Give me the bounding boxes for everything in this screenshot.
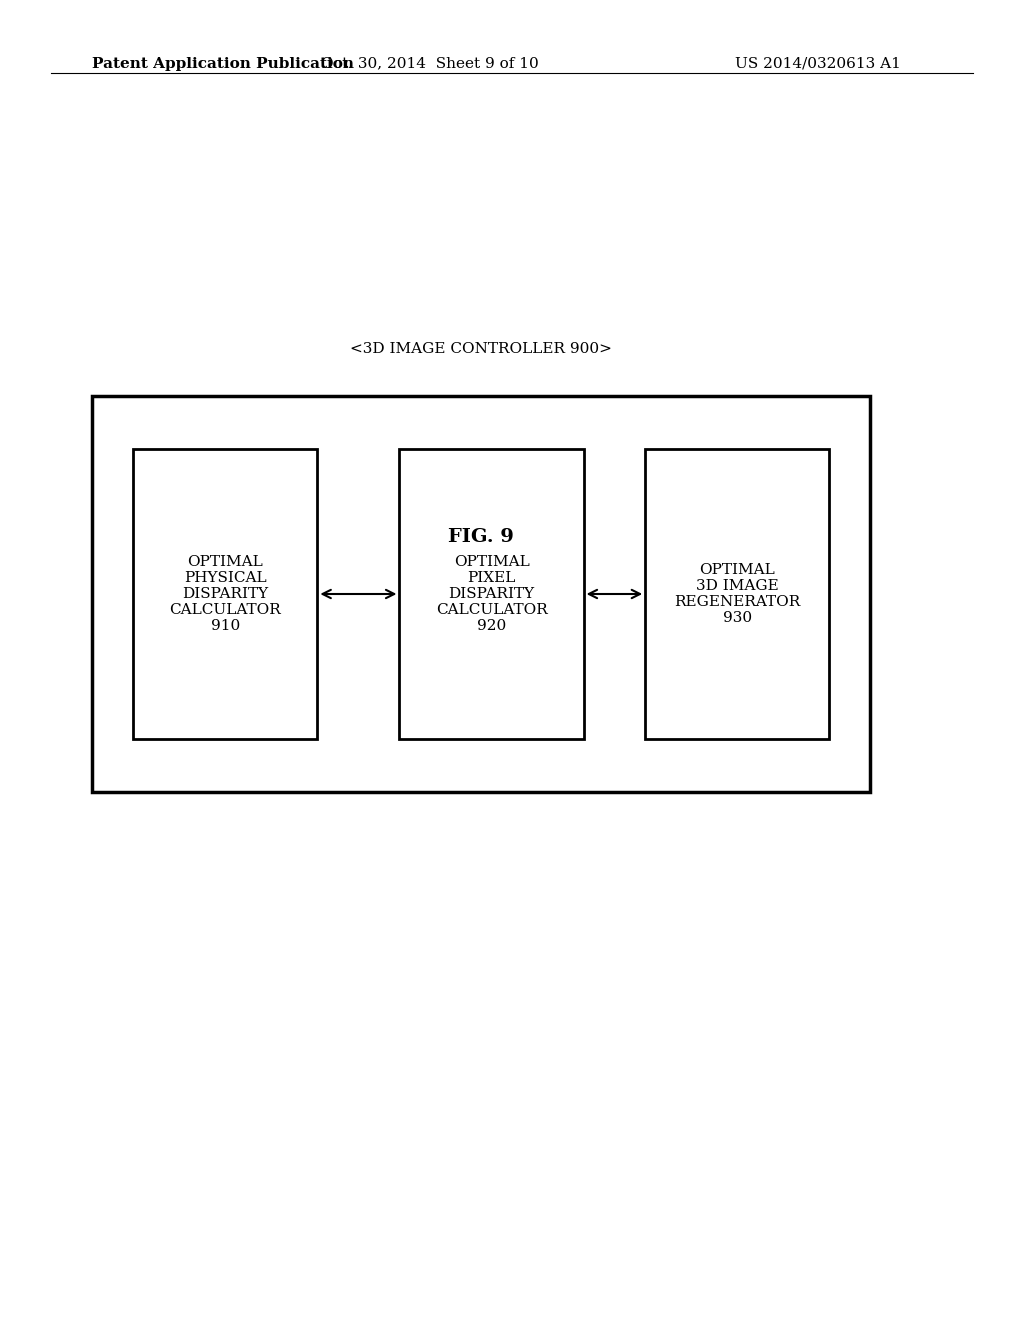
FancyBboxPatch shape xyxy=(133,449,317,739)
FancyBboxPatch shape xyxy=(92,396,870,792)
Text: Oct. 30, 2014  Sheet 9 of 10: Oct. 30, 2014 Sheet 9 of 10 xyxy=(322,57,539,71)
Text: Patent Application Publication: Patent Application Publication xyxy=(92,57,354,71)
Text: OPTIMAL
PHYSICAL
DISPARITY
CALCULATOR
910: OPTIMAL PHYSICAL DISPARITY CALCULATOR 91… xyxy=(169,554,282,634)
Text: OPTIMAL
3D IMAGE
REGENERATOR
930: OPTIMAL 3D IMAGE REGENERATOR 930 xyxy=(674,562,801,626)
Text: US 2014/0320613 A1: US 2014/0320613 A1 xyxy=(735,57,901,71)
FancyBboxPatch shape xyxy=(399,449,584,739)
Text: FIG. 9: FIG. 9 xyxy=(449,528,514,546)
FancyBboxPatch shape xyxy=(645,449,829,739)
Text: OPTIMAL
PIXEL
DISPARITY
CALCULATOR
920: OPTIMAL PIXEL DISPARITY CALCULATOR 920 xyxy=(435,554,548,634)
Text: <3D IMAGE CONTROLLER 900>: <3D IMAGE CONTROLLER 900> xyxy=(350,342,612,356)
